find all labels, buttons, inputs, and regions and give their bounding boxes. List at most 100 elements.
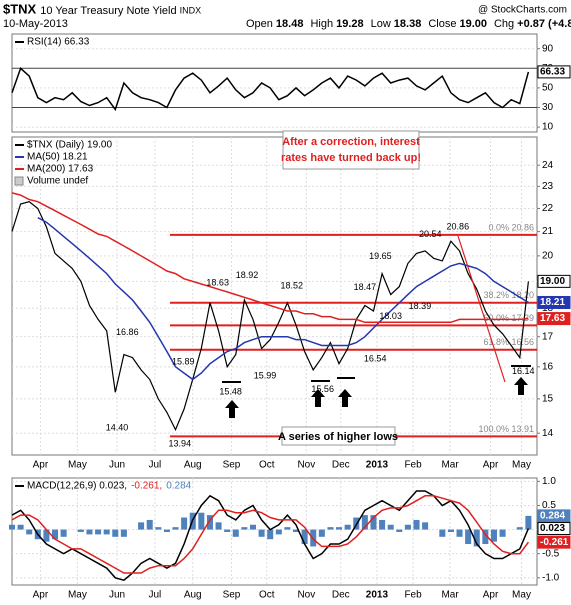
legend-label: $TNX (Daily) 19.00 <box>27 140 112 151</box>
x-tick-label: Dec <box>332 460 350 471</box>
histogram-bar <box>198 512 205 530</box>
y-tick-label: -1.0 <box>542 572 560 583</box>
x-tick-label: Nov <box>297 590 315 601</box>
histogram-bar <box>396 529 403 532</box>
point-label: 18.63 <box>206 278 229 288</box>
value-box <box>537 535 571 549</box>
value-box-label: 0.284 <box>540 511 565 522</box>
histogram-bar <box>267 529 274 540</box>
point-label: 16.14 <box>512 366 535 376</box>
legend-label: MA(200) 17.63 <box>27 164 94 175</box>
histogram-bar <box>138 522 145 530</box>
x-tick-label: Aug <box>184 460 202 471</box>
histogram-bar <box>249 524 256 530</box>
value-box-label: 19.00 <box>540 276 565 287</box>
histogram-bar <box>422 522 429 530</box>
histogram-bar <box>206 515 213 530</box>
value-box <box>537 295 571 309</box>
value-box-label: -0.261 <box>540 537 569 548</box>
x-tick-label: Jun <box>109 590 125 601</box>
value-box-label: 66.33 <box>540 67 565 78</box>
panel-frame <box>11 33 538 133</box>
x-tick-label: May <box>512 590 531 601</box>
histogram-bar <box>327 527 334 530</box>
point-label: 15.48 <box>219 387 242 397</box>
panel-frame <box>11 136 538 456</box>
x-tick-label: 2013 <box>366 590 389 601</box>
y-tick-label: 50 <box>542 83 554 94</box>
histogram-bar <box>482 529 489 545</box>
histogram-bar <box>258 529 265 537</box>
quote-value: 18.38 <box>394 18 422 30</box>
x-tick-label: Nov <box>297 460 315 471</box>
histogram-bar <box>516 527 523 530</box>
arrows <box>225 377 528 418</box>
value-box <box>537 312 571 326</box>
x-tick-label: Oct <box>259 460 275 471</box>
histogram-bar <box>499 529 506 537</box>
histogram-bar <box>112 529 119 537</box>
annotation-box <box>282 130 420 170</box>
low-marks <box>222 365 531 383</box>
source: @ StockCharts.com <box>478 5 567 16</box>
histogram-bar <box>447 529 454 532</box>
annotation: rates have turned back up! <box>281 152 421 164</box>
histogram-bar <box>224 529 231 532</box>
arrow <box>338 389 352 407</box>
histogram-bar <box>43 529 50 542</box>
quote-label: Close <box>428 18 456 30</box>
series-line <box>11 490 530 582</box>
point-label: 18.92 <box>236 270 259 280</box>
trend-line <box>457 235 506 383</box>
y-tick-label: 17 <box>542 331 554 342</box>
point-label: 20.54 <box>419 229 442 239</box>
x-tick-label: Jul <box>148 590 161 601</box>
quote-label: Chg <box>494 18 514 30</box>
histogram-bar <box>370 515 377 530</box>
y-tick-label: -0.5 <box>542 548 560 559</box>
x-tick-label: Mar <box>441 590 459 601</box>
point-label: 16.86 <box>116 327 139 337</box>
histogram-bar <box>275 529 282 535</box>
arrow <box>514 377 528 395</box>
histogram-bar <box>336 527 343 530</box>
annotations: After a correction, interest rates have … <box>222 130 531 446</box>
histogram-bar <box>52 529 59 540</box>
histogram-bar <box>17 524 24 530</box>
series-line <box>11 495 530 574</box>
quote-value: 18.48 <box>276 18 304 30</box>
series-line <box>37 216 529 381</box>
arrow <box>311 389 325 407</box>
histogram-bar <box>8 524 16 530</box>
x-tick-label: Apr <box>33 460 49 471</box>
value-box-label: 0.023 <box>540 523 565 534</box>
x-tick-label: Aug <box>184 590 202 601</box>
histogram-bar <box>439 529 446 537</box>
point-label: 20.86 <box>447 221 470 231</box>
legend-label: RSI(14) 66.33 <box>27 37 90 48</box>
point-label: 18.47 <box>354 282 377 292</box>
quote-label: Low <box>371 18 391 30</box>
histogram-bar <box>404 524 411 530</box>
x-tick-label: Apr <box>33 590 49 601</box>
histogram-bar <box>465 529 472 545</box>
legend-swatch <box>14 176 24 186</box>
histogram-bar <box>525 515 532 530</box>
series-line <box>11 201 529 432</box>
header: $TNX 10 Year Treasury Note Yield INDX @ … <box>3 1 567 29</box>
value-box <box>537 65 571 79</box>
x-tick-label: 2013 <box>366 460 389 471</box>
histogram-bar <box>215 522 222 530</box>
x-tick-label: Jul <box>148 460 161 471</box>
y-tick-label: 30 <box>542 102 554 113</box>
annotation: A series of higher lows <box>278 431 398 443</box>
histogram-bar <box>344 524 351 530</box>
histogram-bar <box>301 529 308 545</box>
x-tick-label: Jun <box>109 460 125 471</box>
histogram-bar <box>387 524 394 530</box>
histogram-bar <box>318 529 325 537</box>
histogram-bar <box>95 529 102 535</box>
legend-label: 0.284 <box>166 481 191 492</box>
